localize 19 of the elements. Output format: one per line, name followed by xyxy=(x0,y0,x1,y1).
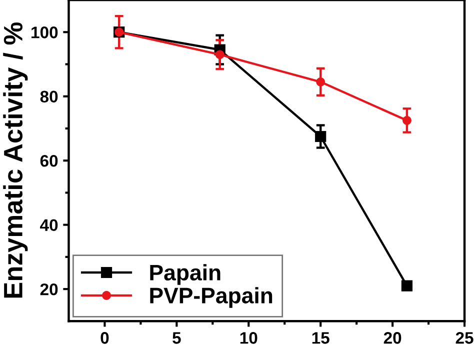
x-tick-label: 10 xyxy=(240,332,258,344)
legend-label: PVP-Papain xyxy=(150,287,272,308)
x-tick-label: 20 xyxy=(384,332,402,344)
y-tick-label: 20 xyxy=(40,283,58,296)
y-tick-label: 40 xyxy=(40,219,58,232)
x-tick-label: 25 xyxy=(456,332,474,344)
y-tick-label: 60 xyxy=(40,154,58,167)
point xyxy=(215,50,224,60)
y-axis-title: Enzymatic Activity / % xyxy=(3,22,28,298)
y-tick-label: 80 xyxy=(40,90,58,103)
x-tick-label: 5 xyxy=(172,332,181,344)
y-tick-label: 100 xyxy=(32,26,58,38)
point xyxy=(316,77,326,86)
x-tick-label: 15 xyxy=(312,332,330,344)
legend-label: Papain xyxy=(150,264,220,285)
x-tick-label: 0 xyxy=(100,332,109,344)
point xyxy=(402,116,412,125)
point xyxy=(401,280,413,292)
point xyxy=(315,130,326,142)
